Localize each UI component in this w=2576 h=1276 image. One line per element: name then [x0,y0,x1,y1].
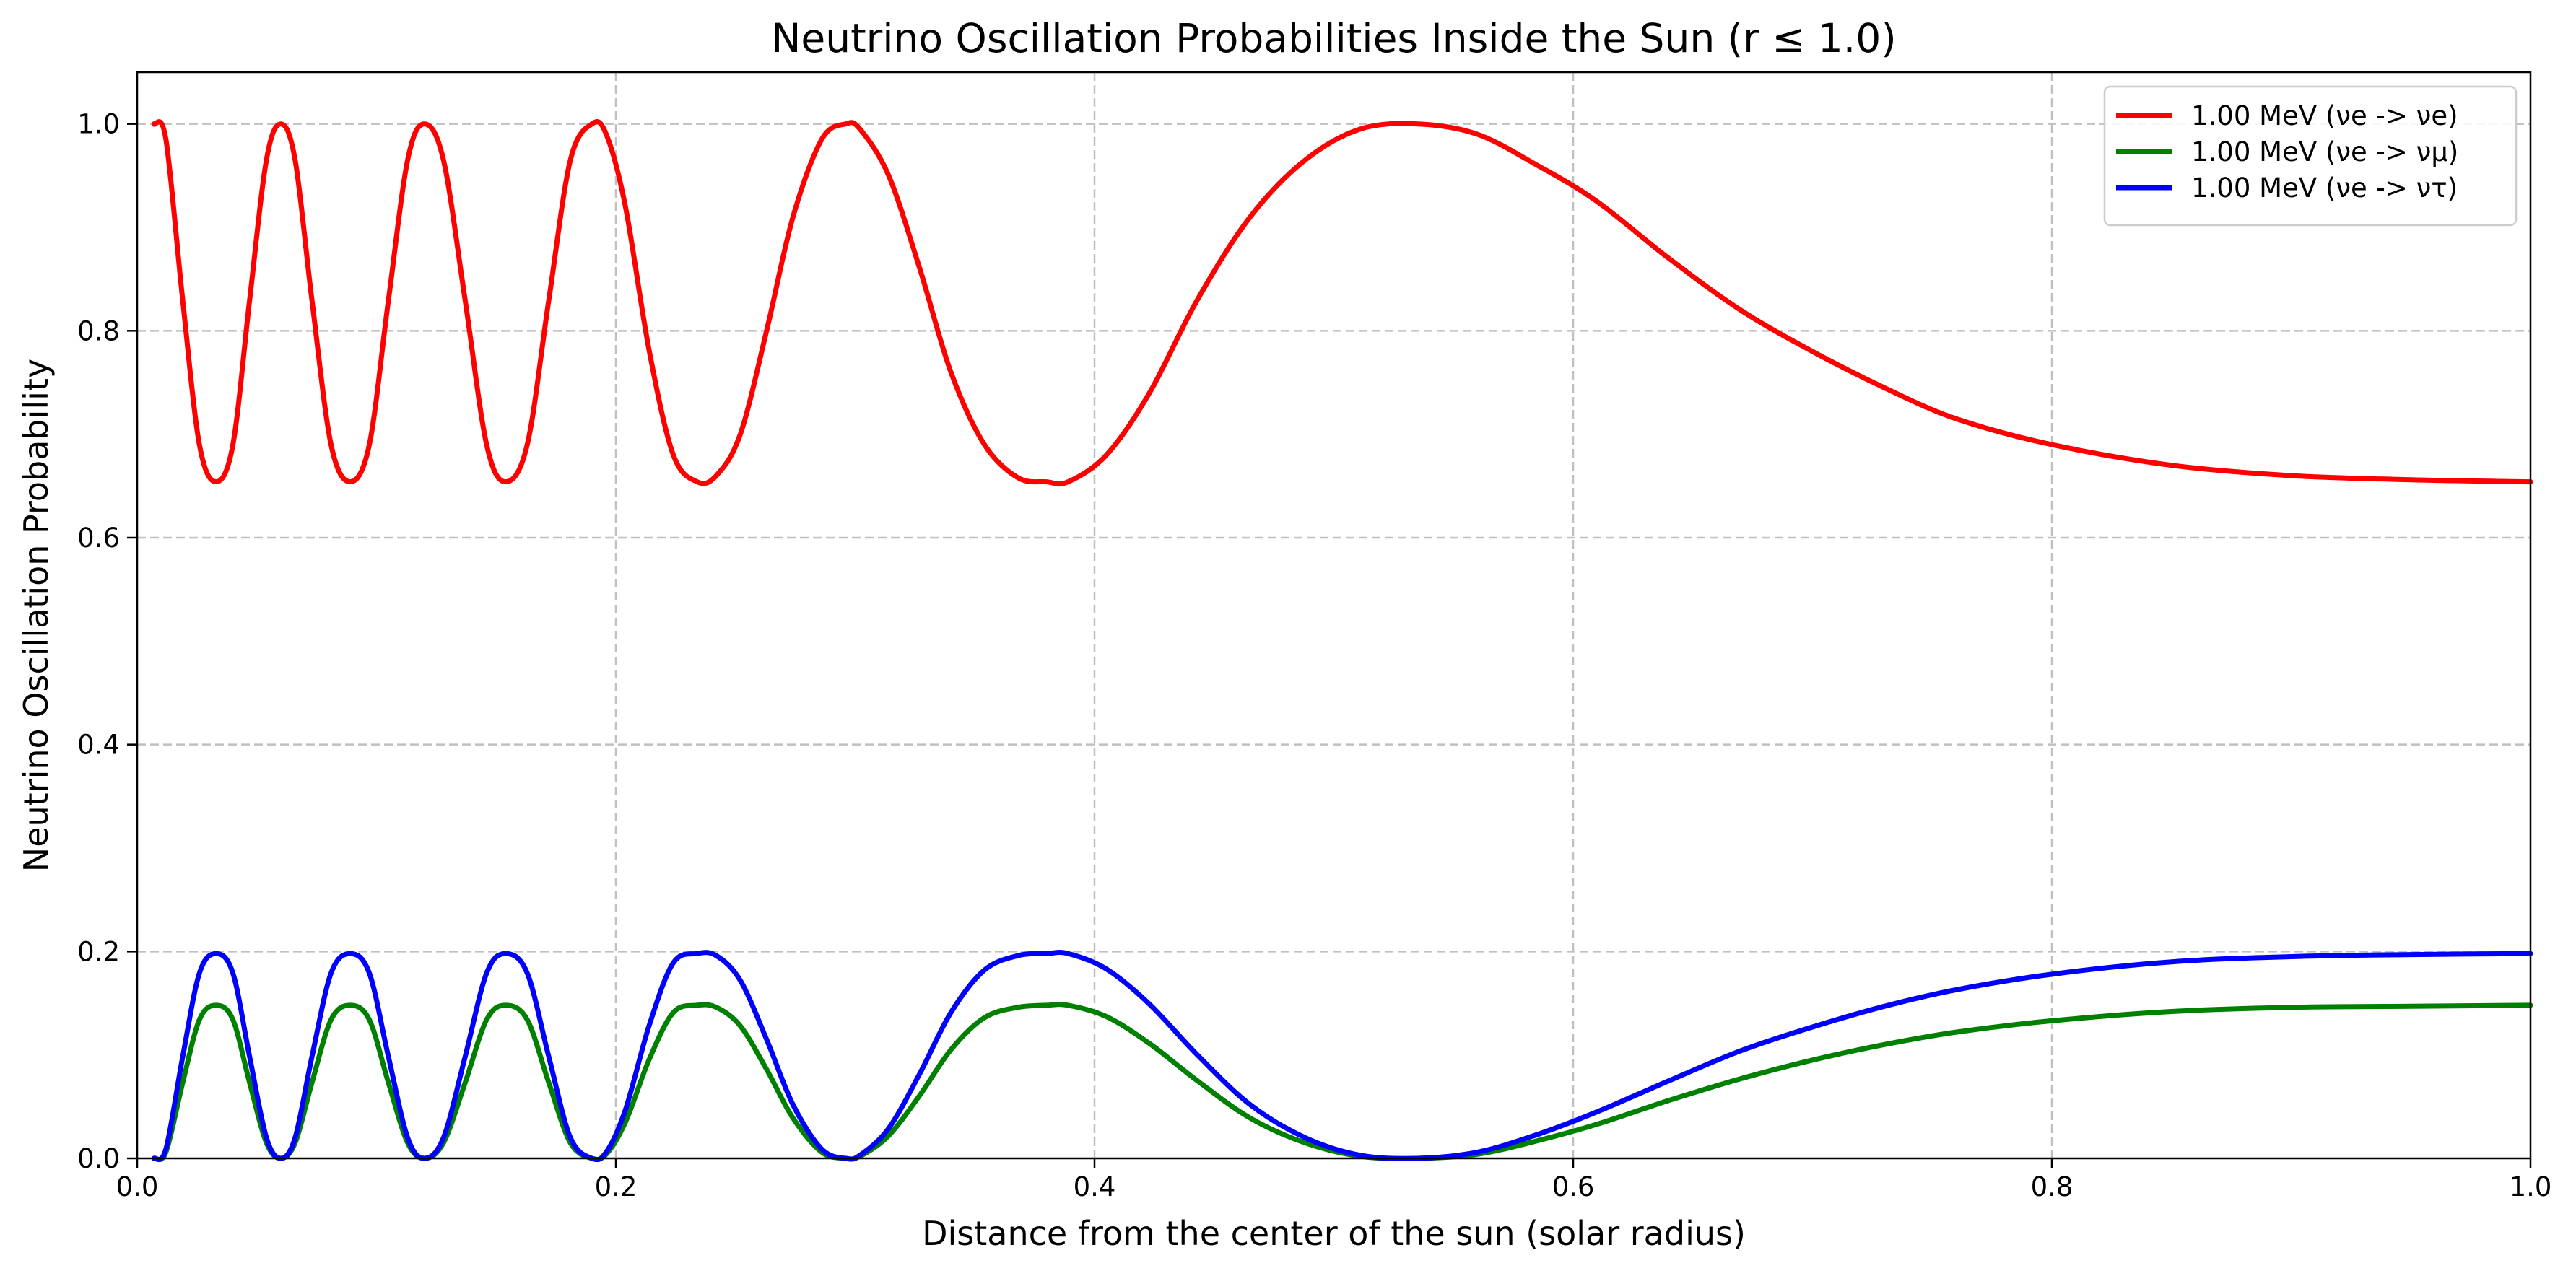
ticks: 0.0 0.2 0.4 0.6 0.8 1.0 0.0 0.2 0.4 0.6 0.8 1.0 [77,109,2551,1202]
series-group [151,119,2533,1163]
y-tick-label: 0.6 [77,523,120,554]
x-tick-label: 0.8 [2031,1171,2074,1202]
y-axis-label: Neutrino Oscillation Probability [17,359,56,872]
y-tick-label: 0.8 [77,315,120,346]
series-line-2 [151,1002,2533,1163]
x-tick-label: 0.0 [116,1171,159,1202]
series-line-3 [151,949,2533,1163]
y-tick-label: 0.4 [77,730,120,761]
x-tick-label: 0.4 [1074,1171,1116,1202]
legend-label-2: 1.00 MeV (νe -> νμ) [2191,136,2458,167]
x-tick-label: 1.0 [2510,1171,2552,1202]
legend: 1.00 MeV (νe -> νe) 1.00 MeV (νe -> νμ) 1.… [2103,85,2518,227]
series-line-1 [151,119,2533,487]
y-tick-label: 1.0 [77,109,120,140]
y-tick-label: 0.0 [77,1143,120,1174]
legend-label-3: 1.00 MeV (νe -> ντ) [2191,172,2458,204]
legend-label-1: 1.00 MeV (νe -> νe) [2191,100,2458,131]
plot-frame [136,71,2532,1160]
legend-box [2103,85,2518,227]
x-tick-label: 0.6 [1552,1171,1595,1202]
y-tick-label: 0.2 [77,936,120,967]
x-axis-label: Distance from the center of the sun (sol… [922,1214,1746,1253]
chart-title: Neutrino Oscillation Probabilities Insid… [771,15,1896,61]
x-tick-label: 0.2 [595,1171,638,1202]
